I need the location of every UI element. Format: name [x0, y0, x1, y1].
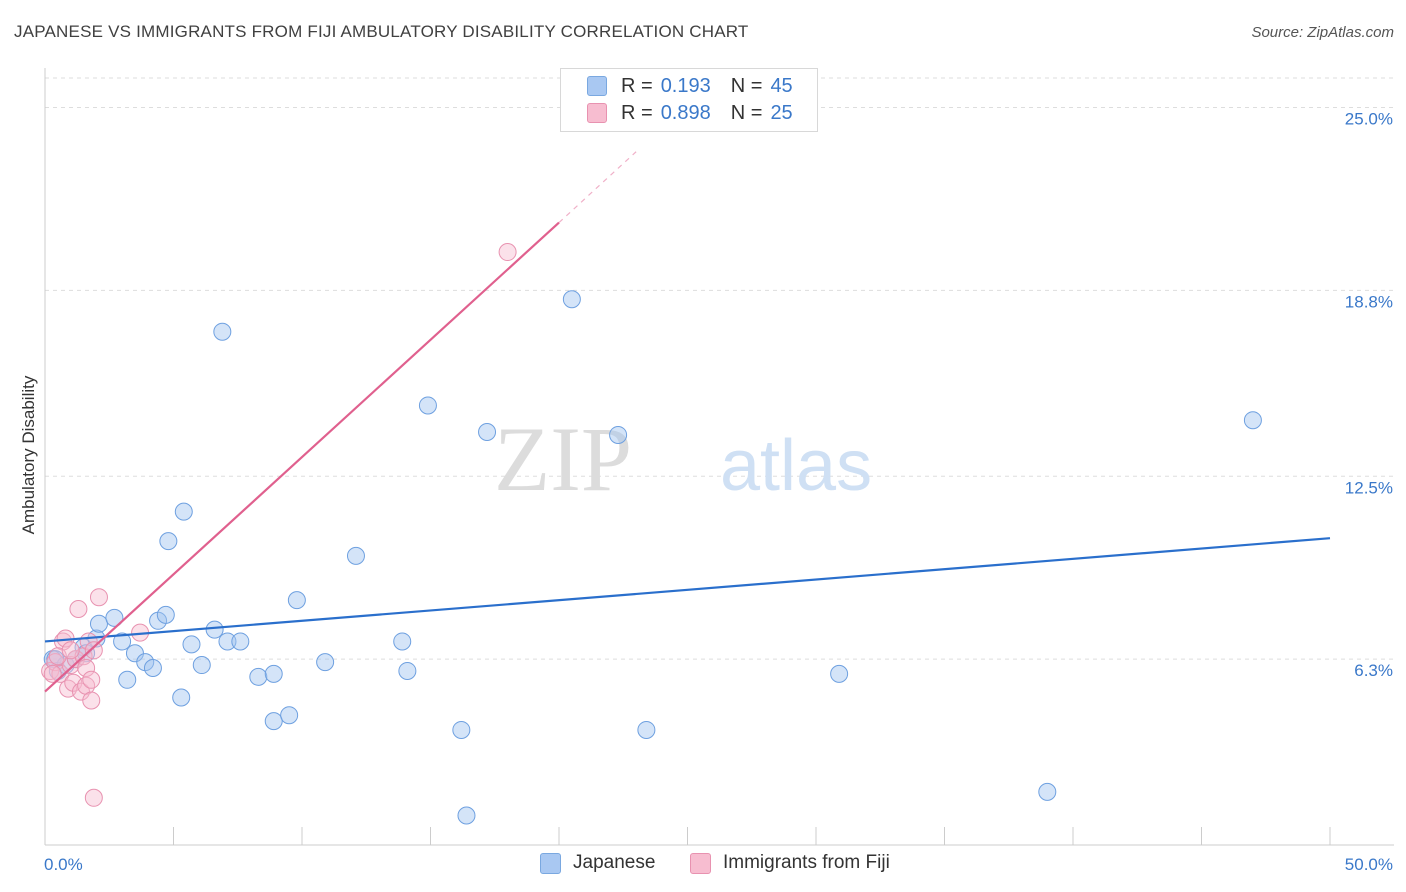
point-immigrants-from-fiji [84, 641, 103, 660]
point-japanese [457, 806, 476, 825]
trend-line-immigrants-from-fiji [44, 221, 560, 693]
point-immigrants-from-fiji [69, 600, 88, 618]
legend-r-label: R = [621, 101, 653, 124]
legend-n-label: N = [730, 101, 763, 124]
x-tick-label: 50.0% [1345, 855, 1393, 874]
point-japanese [280, 706, 299, 725]
tick-labels: 6.3% 12.5% 18.8% 25.0% 0.0% 50.0% [44, 110, 1393, 875]
point-japanese [418, 396, 437, 415]
point-immigrants-from-fiji [71, 682, 90, 701]
watermark-zip: ZIP [494, 408, 632, 510]
point-japanese [143, 659, 162, 677]
legend-swatch-fiji [587, 103, 607, 123]
point-japanese [637, 720, 656, 739]
trend-extension-immigrants-from-fiji [558, 151, 637, 223]
axes [44, 68, 1394, 846]
point-japanese [182, 635, 201, 654]
point-japanese [264, 712, 283, 731]
legend-n-value: 45 [770, 74, 793, 97]
point-japanese [316, 653, 335, 672]
point-japanese [478, 423, 497, 441]
point-immigrants-from-fiji [84, 788, 103, 807]
point-japanese [172, 688, 191, 707]
legend-item-fiji: Immigrants from Fiji [690, 852, 890, 874]
point-immigrants-from-fiji [51, 664, 70, 683]
legend-row-japanese: R = 0.193 N = 45 [587, 73, 793, 99]
point-japanese [346, 546, 365, 565]
legend-label: Japanese [573, 852, 656, 873]
point-immigrants-from-fiji [61, 656, 80, 675]
point-japanese [1243, 411, 1262, 430]
point-japanese [213, 322, 232, 341]
point-japanese [105, 608, 124, 627]
point-japanese [609, 425, 628, 444]
point-immigrants-from-fiji [498, 243, 517, 262]
y-axis-label: Ambulatory Disability [19, 375, 38, 534]
source-label: Source: ZipAtlas.com [1251, 24, 1394, 41]
legend-swatch [540, 852, 561, 874]
point-japanese [174, 502, 193, 521]
legend-swatch-japanese [587, 76, 607, 96]
y-tick-label: 6.3% [1354, 661, 1393, 680]
point-immigrants-from-fiji [89, 588, 108, 607]
point-immigrants-from-fiji [82, 691, 101, 710]
legend-n-value: 25 [770, 101, 793, 124]
point-japanese [231, 632, 250, 651]
point-immigrants-from-fiji [43, 664, 62, 683]
point-japanese [118, 670, 137, 689]
legend-r-value: 0.193 [660, 74, 711, 97]
point-immigrants-from-fiji [61, 641, 80, 660]
legend-row-fiji: R = 0.898 N = 25 [587, 100, 793, 126]
legend-n-label: N = [730, 74, 763, 97]
point-japanese [398, 661, 417, 680]
point-japanese [264, 664, 283, 683]
point-japanese [452, 720, 471, 739]
point-japanese [830, 664, 849, 683]
point-japanese [1038, 782, 1057, 801]
point-japanese [113, 632, 132, 651]
y-tick-label: 12.5% [1345, 478, 1393, 497]
y-tick-label: 25.0% [1345, 110, 1393, 129]
point-immigrants-from-fiji [82, 670, 101, 689]
point-immigrants-from-fiji [41, 661, 60, 680]
legend-label: Immigrants from Fiji [723, 852, 890, 873]
point-japanese [125, 644, 144, 663]
point-japanese [89, 614, 108, 633]
point-japanese [393, 632, 412, 651]
legend-r-label: R = [621, 74, 653, 97]
y-tick-label: 18.8% [1345, 292, 1393, 311]
x-tick-label: 0.0% [44, 855, 83, 874]
watermark: ZIP atlas [494, 408, 872, 510]
watermark-atlas: atlas [720, 426, 872, 506]
grid-lines [45, 77, 1394, 660]
point-japanese [159, 532, 178, 551]
trend-line-japanese [44, 537, 1331, 643]
legend-item-japanese: Japanese [540, 852, 655, 874]
legend-r-value: 0.898 [660, 101, 711, 124]
point-immigrants-from-fiji [77, 659, 96, 677]
point-japanese [249, 667, 268, 686]
point-japanese [192, 656, 211, 675]
legend-swatch [690, 852, 711, 874]
point-japanese [287, 591, 306, 610]
point-japanese [156, 605, 175, 624]
point-japanese [562, 290, 581, 309]
data-points [41, 243, 1262, 825]
trend-lines [44, 151, 1331, 693]
chart-title: JAPANESE VS IMMIGRANTS FROM FIJI AMBULAT… [14, 22, 749, 41]
point-japanese [205, 620, 224, 639]
stats-legend: R = 0.193 N = 45 R = 0.898 N = 25 [560, 68, 818, 132]
point-japanese [218, 632, 237, 651]
